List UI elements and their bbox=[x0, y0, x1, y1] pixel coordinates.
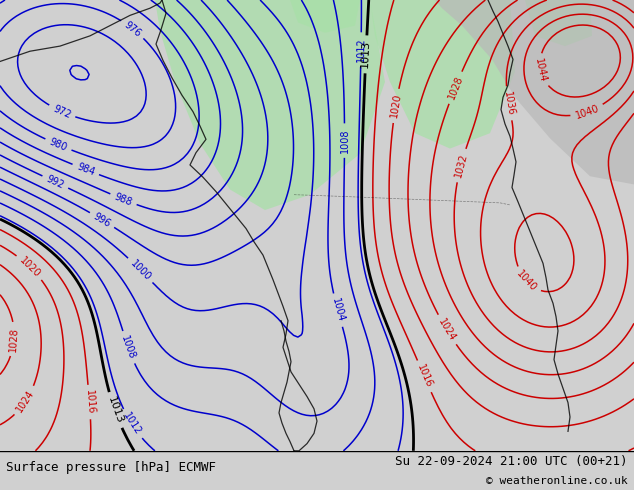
Text: 1008: 1008 bbox=[119, 334, 137, 361]
Text: 1020: 1020 bbox=[18, 255, 42, 279]
Text: 1024: 1024 bbox=[15, 388, 37, 414]
Text: 1008: 1008 bbox=[339, 128, 349, 153]
Text: 1004: 1004 bbox=[330, 297, 346, 323]
Text: 992: 992 bbox=[45, 173, 66, 191]
Text: 1028: 1028 bbox=[8, 326, 20, 352]
Text: Surface pressure [hPa] ECMWF: Surface pressure [hPa] ECMWF bbox=[6, 461, 216, 474]
Text: 1000: 1000 bbox=[128, 258, 153, 282]
Text: 1024: 1024 bbox=[436, 317, 457, 343]
Text: 1044: 1044 bbox=[533, 57, 548, 83]
Polygon shape bbox=[525, 0, 592, 46]
Text: 1012: 1012 bbox=[356, 37, 366, 62]
Text: 1016: 1016 bbox=[84, 390, 95, 415]
Text: 996: 996 bbox=[92, 211, 113, 229]
Text: 1040: 1040 bbox=[515, 269, 539, 294]
Polygon shape bbox=[435, 0, 634, 184]
Text: 1040: 1040 bbox=[574, 103, 600, 121]
Text: 1013: 1013 bbox=[360, 40, 372, 69]
Polygon shape bbox=[370, 0, 515, 148]
Text: 1032: 1032 bbox=[453, 152, 469, 179]
Polygon shape bbox=[155, 0, 385, 210]
Text: 1016: 1016 bbox=[415, 363, 434, 390]
Text: 972: 972 bbox=[51, 103, 72, 120]
Text: 1013: 1013 bbox=[105, 395, 124, 425]
Text: 984: 984 bbox=[75, 162, 96, 177]
Text: 980: 980 bbox=[48, 137, 68, 153]
Text: 1020: 1020 bbox=[389, 93, 403, 119]
Text: 976: 976 bbox=[122, 19, 143, 39]
Text: 1028: 1028 bbox=[446, 74, 465, 101]
Polygon shape bbox=[290, 0, 360, 33]
Text: 1036: 1036 bbox=[501, 91, 515, 116]
Text: © weatheronline.co.uk: © weatheronline.co.uk bbox=[486, 476, 628, 487]
Text: 988: 988 bbox=[113, 191, 134, 207]
Text: Su 22-09-2024 21:00 UTC (00+21): Su 22-09-2024 21:00 UTC (00+21) bbox=[395, 455, 628, 468]
Text: 1012: 1012 bbox=[121, 411, 143, 437]
